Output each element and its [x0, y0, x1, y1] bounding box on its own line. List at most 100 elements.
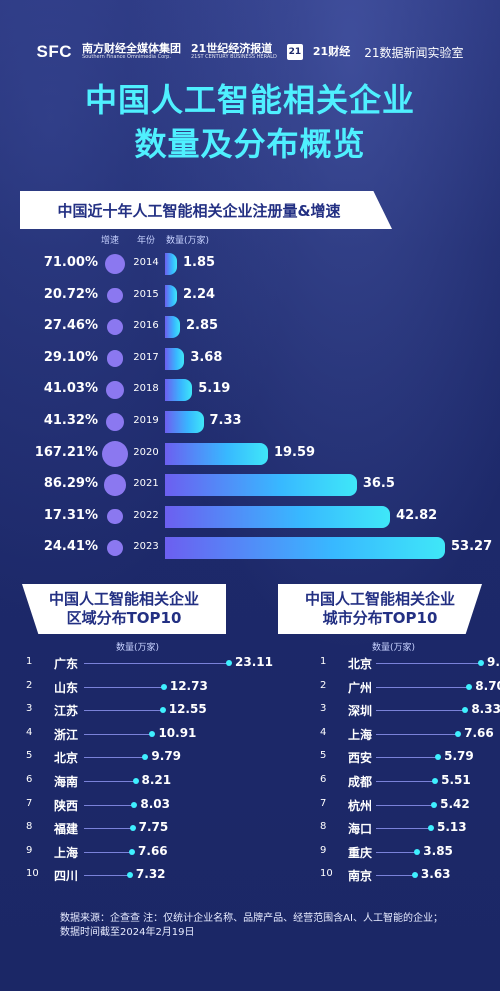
place-name: 北京 [54, 751, 79, 766]
header-logos: SFC 南方财经全媒体集团 Southern Finance Omnimedia… [0, 40, 500, 64]
year-label: 2016 [133, 320, 159, 332]
title-line-2: 数量及分布概览 [134, 125, 366, 163]
rank-number: 1 [26, 656, 33, 667]
count-value-label: 5.19 [198, 381, 231, 397]
value-label: 3.63 [420, 867, 451, 882]
count-value-label: 2.85 [185, 318, 219, 334]
growth-rate-bubble [107, 287, 123, 304]
place-name: 深圳 [348, 704, 373, 719]
value-label: 5.51 [441, 773, 471, 787]
rank-row: 8 福建 7.75 [26, 818, 256, 840]
region-unit-label: 数量(万家) [116, 643, 160, 653]
herald-logo-en: 21ST CENTURY BUSINESS HERALD [191, 54, 277, 61]
value-label: 5.13 [437, 820, 467, 835]
year-row: 27.46% 2016 2.85 [0, 315, 500, 339]
rank-number: 3 [320, 703, 327, 715]
rank-row: 1 北京 9.79 [320, 653, 500, 675]
count-value-label: 53.27 [451, 539, 493, 555]
rank-row: 5 西安 5.79 [320, 747, 500, 769]
value-line [84, 828, 133, 830]
rank-row: 3 深圳 8.33 [320, 700, 500, 722]
growth-rate-bubble [105, 381, 124, 400]
count-value-label: 1.85 [183, 255, 216, 270]
value-line [84, 875, 130, 877]
place-name: 上海 [348, 727, 373, 742]
value-line [376, 686, 470, 688]
place-name: 四川 [54, 869, 79, 884]
value-label: 9.79 [151, 749, 182, 764]
value-line [376, 804, 435, 806]
place-name: 成都 [348, 775, 373, 789]
place-name: 西安 [348, 751, 373, 766]
footer-source: 数据来源：企查查 注：仅统计企业名称、品牌产品、经营范围含AI、人工智能的企业； [60, 913, 443, 924]
count-bar [165, 442, 268, 465]
rank-row: 4 上海 7.66 [320, 724, 500, 746]
value-dot [455, 730, 462, 737]
value-dot [411, 872, 418, 879]
value-dot [432, 778, 439, 784]
value-line [376, 851, 418, 853]
rank-row: 2 山东 12.73 [26, 677, 256, 699]
count-bar [165, 284, 177, 307]
count-bar [165, 347, 185, 370]
place-name: 杭州 [348, 798, 373, 813]
value-line [376, 710, 466, 712]
value-dot [149, 730, 156, 737]
value-dot [126, 872, 133, 879]
value-line [376, 757, 439, 759]
growth-rate-label: 29.10% [43, 349, 98, 365]
count-value-label: 7.33 [209, 413, 242, 428]
value-label: 12.73 [169, 678, 208, 693]
value-line [84, 757, 146, 759]
value-line [376, 781, 436, 782]
value-dot [428, 825, 435, 832]
value-label: 7.32 [135, 867, 166, 882]
value-label: 8.70 [475, 678, 500, 693]
rank-number: 10 [320, 868, 333, 880]
value-label: 7.66 [138, 843, 168, 858]
rank-row: 8 海口 5.13 [320, 818, 500, 840]
count-value-label: 2.24 [183, 286, 216, 302]
city-title-line-1: 中国人工智能相关企业 [304, 590, 455, 608]
footer-note: 数据来源：企查查 注：仅统计企业名称、品牌产品、经营范围含AI、人工智能的企业；… [60, 912, 443, 940]
value-dot [129, 825, 136, 832]
value-label: 8.03 [140, 796, 170, 811]
value-line [84, 733, 153, 735]
growth-rate-label: 41.32% [43, 413, 98, 428]
rank-number: 6 [320, 774, 327, 785]
count-bar [165, 537, 445, 560]
value-dot [142, 754, 149, 761]
growth-rate-label: 20.72% [43, 286, 98, 302]
col-header-rate: 增速 [101, 236, 120, 246]
value-label: 9.79 [487, 655, 500, 669]
value-line [84, 804, 135, 806]
caijing-logo: 21财经 [313, 45, 350, 58]
value-dot [462, 707, 469, 714]
rank-row: 2 广州 8.70 [320, 677, 500, 699]
region-section-title: 中国人工智能相关企业 区域分布TOP10 [22, 584, 226, 634]
count-bar [165, 316, 180, 339]
value-line [84, 781, 136, 782]
value-label: 12.55 [168, 702, 207, 717]
year-row: 41.03% 2018 5.19 [0, 378, 500, 402]
year-label: 2014 [133, 257, 159, 268]
value-line [376, 828, 432, 830]
city-unit-label: 数量(万家) [372, 643, 416, 653]
value-dot [132, 778, 139, 784]
value-dot [414, 848, 421, 855]
rank-row: 1 广东 23.11 [26, 653, 273, 675]
city-title-line-2: 城市分布TOP10 [322, 609, 438, 627]
rank-number: 8 [320, 821, 327, 833]
rank-row: 9 上海 7.66 [26, 842, 256, 864]
rank-row: 7 杭州 5.42 [320, 795, 500, 817]
rank-row: 3 江苏 12.55 [26, 700, 256, 722]
growth-rate-bubble [101, 440, 129, 467]
value-dot [131, 801, 138, 808]
rank-number: 3 [26, 703, 33, 715]
year-label: 2021 [133, 478, 159, 490]
growth-rate-label: 17.31% [43, 507, 98, 523]
count-value-label: 19.59 [273, 444, 316, 460]
count-bar [165, 411, 204, 433]
rank-number: 8 [26, 821, 33, 833]
col-header-year: 年份 [137, 236, 156, 246]
